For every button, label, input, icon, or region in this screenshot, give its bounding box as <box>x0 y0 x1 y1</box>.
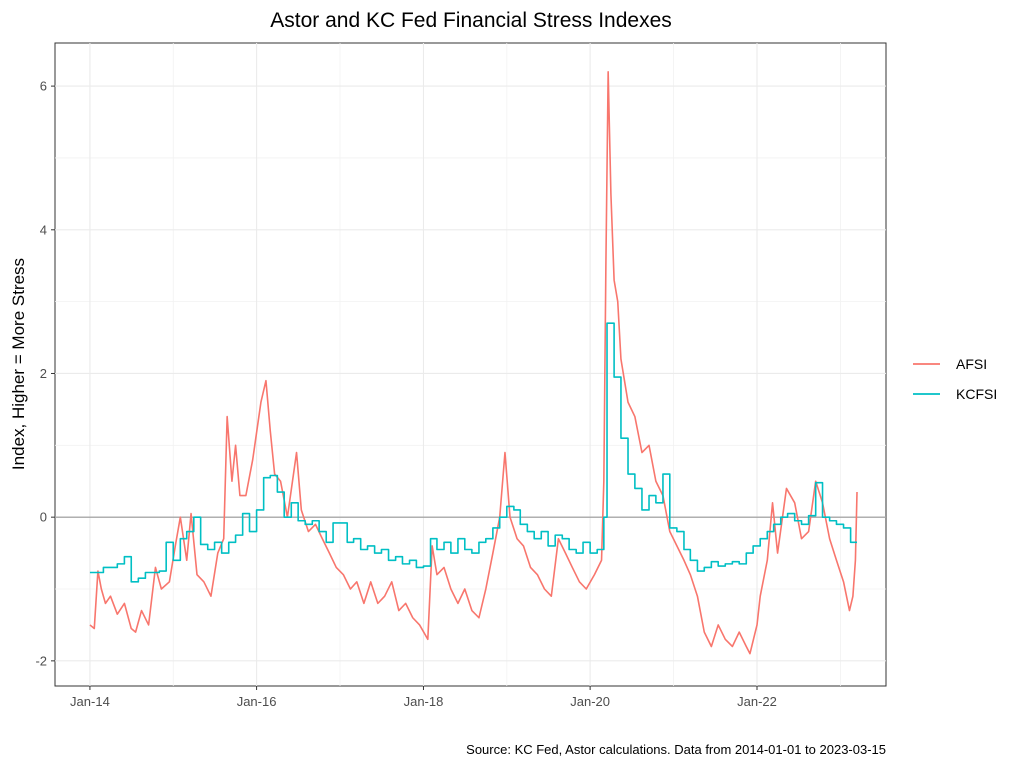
plot-panel <box>54 42 887 687</box>
series-line-kcfsi <box>89 322 858 583</box>
chart-title: Astor and KC Fed Financial Stress Indexe… <box>270 9 672 32</box>
legend-label-afsi: AFSI <box>956 356 987 372</box>
x-tick-label: Jan-16 <box>237 694 277 709</box>
y-tick-label: 0 <box>40 510 47 525</box>
x-axis-ticks: Jan-14 Jan-16 Jan-18 Jan-20 Jan-22 <box>70 686 777 709</box>
series-layer <box>89 70 858 655</box>
y-tick-label: 4 <box>40 222 47 237</box>
x-tick-label: Jan-14 <box>70 694 110 709</box>
legend: AFSI KCFSI <box>913 356 997 402</box>
y-axis-label: Index, Higher = More Stress <box>9 258 28 470</box>
y-tick-label: 6 <box>40 79 47 94</box>
y-axis-ticks: -2 0 2 4 6 <box>35 79 55 668</box>
legend-label-kcfsi: KCFSI <box>956 386 997 402</box>
series-line-afsi <box>89 70 858 655</box>
chart-caption: Source: KC Fed, Astor calculations. Data… <box>466 742 886 757</box>
x-tick-label: Jan-20 <box>570 694 610 709</box>
x-tick-label: Jan-18 <box>404 694 444 709</box>
x-tick-label: Jan-22 <box>737 694 777 709</box>
y-tick-label: -2 <box>35 653 47 668</box>
minor-gridlines <box>55 43 886 686</box>
major-gridlines <box>55 43 886 686</box>
y-tick-label: 2 <box>40 366 47 381</box>
